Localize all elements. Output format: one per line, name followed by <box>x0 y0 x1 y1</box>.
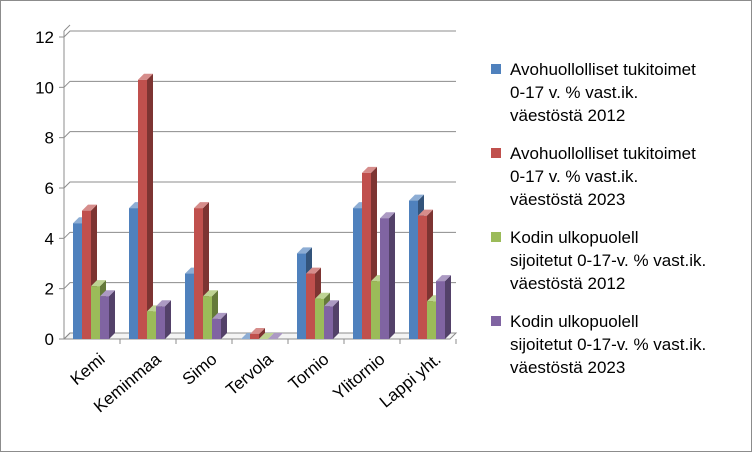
legend-entry-2: Avohuollolliset tukitoimet 0-17 v. % vast… <box>491 144 696 209</box>
legend-label-line: väestöstä 2012 <box>510 274 625 293</box>
gridline <box>63 181 456 189</box>
legend-label-line: Kodin ulkopuolell <box>510 228 639 247</box>
bar-keminmaa-series-2 <box>138 73 153 340</box>
legend-label-line: Avohuollolliset tukitoimet <box>510 60 696 79</box>
legend-entry-3: Kodin ulkopuolell sijoitetut 0-17-v. % va… <box>491 228 706 293</box>
y-tick-label: 8 <box>45 129 54 148</box>
legend-label-line: väestöstä 2023 <box>510 358 625 377</box>
y-tick-label: 12 <box>35 28 54 47</box>
y-axis-depth <box>63 24 71 32</box>
bar-lappi-yht--series-4 <box>436 275 451 339</box>
gridline <box>63 30 456 38</box>
x-category-label: Simo <box>179 350 221 389</box>
x-category-label: Tervola <box>222 349 277 399</box>
gridline <box>63 231 456 239</box>
bar-tervola-series-2 <box>250 327 265 339</box>
y-tick-label: 4 <box>45 229 54 248</box>
bar-kemi-series-4 <box>100 290 115 339</box>
legend-label-line: 0-17 v. % vast.ik. <box>510 167 638 186</box>
legend-entry-1: Avohuollolliset tukitoimet 0-17 v. % vast… <box>491 60 696 125</box>
y-tick-label: 10 <box>35 78 54 97</box>
legend-label-line: 0-17 v. % vast.ik. <box>510 83 638 102</box>
legend-swatch <box>491 148 501 158</box>
x-category-label: Kemi <box>67 350 109 389</box>
bar-ylitornio-series-4 <box>380 212 395 339</box>
y-tick-label: 6 <box>45 179 54 198</box>
legend-swatch <box>491 232 501 242</box>
legend-label-line: sijoitetut 0-17-v. % vast.ik. <box>510 251 706 270</box>
legend-label-line: väestöstä 2012 <box>510 106 625 125</box>
bar-tornio-series-4 <box>324 300 339 339</box>
legend-entry-4: Kodin ulkopuolell sijoitetut 0-17-v. % va… <box>491 312 706 377</box>
legend-label-line: väestöstä 2023 <box>510 190 625 209</box>
legend-label-line: Kodin ulkopuolell <box>510 312 639 331</box>
y-tick-label: 0 <box>45 330 54 349</box>
gridline <box>63 80 456 88</box>
bar-tervola-series-3 <box>259 333 274 339</box>
bar-simo-series-4 <box>212 312 227 339</box>
y-tick-label: 2 <box>45 280 54 299</box>
legend-swatch <box>491 316 501 326</box>
x-category-label: Tornio <box>285 350 333 394</box>
legend-label-line: Avohuollolliset tukitoimet <box>510 144 696 163</box>
bar-tervola-series-4 <box>268 333 283 339</box>
legend-label-line: sijoitetut 0-17-v. % vast.ik. <box>510 335 706 354</box>
gridline <box>63 282 456 290</box>
gridline <box>63 131 456 139</box>
x-category-label: Lappi yht. <box>376 350 445 412</box>
bar-keminmaa-series-4 <box>156 300 171 339</box>
legend-swatch <box>491 64 501 74</box>
